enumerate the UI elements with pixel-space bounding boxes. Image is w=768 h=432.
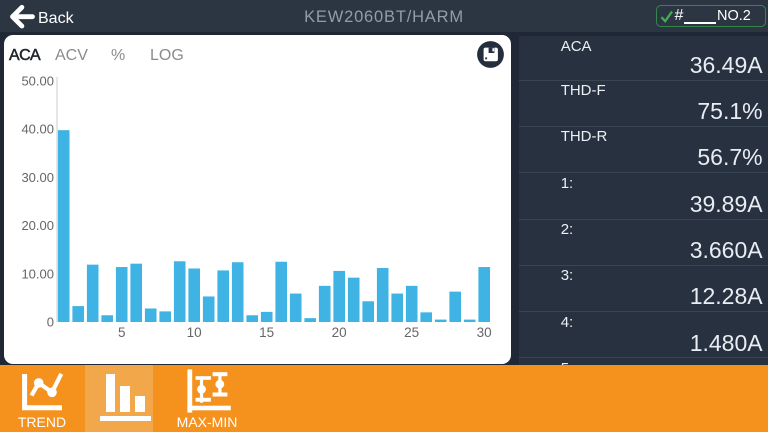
svg-text:5: 5 <box>118 325 126 340</box>
svg-text:50.00: 50.00 <box>21 74 54 89</box>
svg-text:40.00: 40.00 <box>21 122 54 137</box>
svg-text:25: 25 <box>404 325 419 340</box>
svg-text:20: 20 <box>332 325 347 340</box>
svg-text:30: 30 <box>477 325 492 340</box>
svg-text:15: 15 <box>259 325 274 340</box>
svg-text:10: 10 <box>187 325 202 340</box>
svg-text:10.00: 10.00 <box>21 266 54 281</box>
svg-text:0: 0 <box>47 315 54 330</box>
svg-text:30.00: 30.00 <box>21 170 54 185</box>
svg-text:20.00: 20.00 <box>21 218 54 233</box>
